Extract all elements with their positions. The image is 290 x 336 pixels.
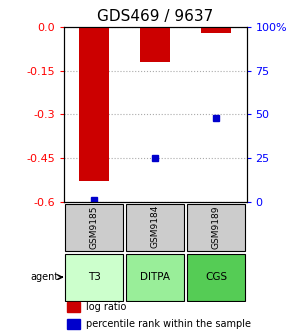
Bar — [68, 319, 80, 329]
Text: T3: T3 — [88, 272, 101, 282]
Text: log ratio: log ratio — [86, 302, 126, 312]
Bar — [140, 27, 171, 62]
Bar — [201, 27, 231, 33]
Title: GDS469 / 9637: GDS469 / 9637 — [97, 9, 213, 24]
Bar — [68, 302, 80, 312]
Text: GSM9189: GSM9189 — [211, 205, 221, 249]
Text: DITPA: DITPA — [140, 272, 170, 282]
Bar — [79, 27, 110, 181]
Text: GSM9185: GSM9185 — [90, 205, 99, 249]
FancyBboxPatch shape — [187, 204, 245, 251]
Text: GSM9184: GSM9184 — [151, 205, 160, 249]
FancyBboxPatch shape — [126, 254, 184, 301]
FancyBboxPatch shape — [187, 254, 245, 301]
FancyBboxPatch shape — [65, 254, 124, 301]
Text: CGS: CGS — [205, 272, 227, 282]
Text: agent: agent — [30, 272, 62, 282]
Text: percentile rank within the sample: percentile rank within the sample — [86, 319, 251, 329]
FancyBboxPatch shape — [126, 204, 184, 251]
FancyBboxPatch shape — [65, 204, 124, 251]
